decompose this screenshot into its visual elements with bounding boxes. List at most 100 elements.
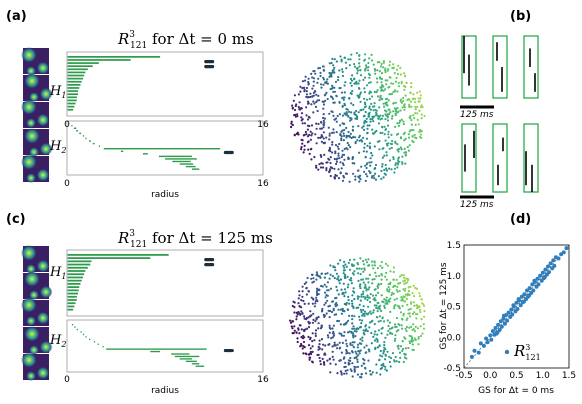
barcode-bar bbox=[82, 333, 85, 336]
cloud-point bbox=[411, 292, 414, 295]
cloud-point bbox=[337, 154, 340, 157]
barcode-bar bbox=[67, 71, 86, 74]
cloud-point bbox=[359, 338, 362, 341]
cloud-point bbox=[300, 146, 303, 149]
title-c-sub: 121 bbox=[130, 240, 147, 250]
ratemap-field bbox=[36, 259, 50, 273]
cloud-point bbox=[386, 319, 389, 322]
cloud-point bbox=[404, 74, 407, 78]
cloud-point bbox=[355, 356, 358, 359]
cloud-point bbox=[351, 294, 354, 297]
cloud-point bbox=[332, 90, 335, 93]
cloud-point bbox=[378, 106, 381, 109]
cloud-point bbox=[300, 148, 303, 151]
cloud-point bbox=[362, 150, 365, 153]
cloud-point bbox=[306, 135, 310, 138]
cloud-point bbox=[383, 154, 386, 157]
cloud-point bbox=[361, 339, 364, 342]
cloud-point bbox=[353, 341, 356, 344]
cloud-point bbox=[318, 356, 321, 360]
cloud-point bbox=[412, 323, 415, 326]
cloud-point bbox=[347, 261, 350, 264]
cloud-point bbox=[353, 356, 356, 360]
cloud-point bbox=[305, 318, 308, 321]
cloud-point bbox=[418, 308, 422, 311]
cloud-point bbox=[317, 293, 320, 296]
cloud-point bbox=[338, 332, 341, 335]
cloud-point bbox=[378, 358, 381, 361]
cloud-point bbox=[336, 145, 339, 148]
barcode-bar bbox=[85, 137, 87, 140]
cloud-point bbox=[348, 64, 351, 67]
cloud-point bbox=[369, 310, 372, 313]
cloud-point bbox=[368, 97, 371, 101]
cloud-point bbox=[366, 127, 369, 130]
cloud-point bbox=[352, 287, 355, 290]
cloud-point bbox=[342, 264, 345, 267]
cloud-point bbox=[358, 315, 361, 318]
cloud-point bbox=[408, 326, 411, 329]
cloud-point bbox=[310, 314, 313, 317]
cloud-point bbox=[290, 120, 293, 123]
cloud-point bbox=[322, 119, 325, 122]
cloud-point bbox=[368, 90, 372, 93]
cloud-point bbox=[342, 139, 345, 142]
cloud-point bbox=[356, 346, 359, 349]
cloud-point bbox=[400, 148, 403, 151]
cloud-point bbox=[366, 298, 369, 302]
scatter-point bbox=[521, 299, 526, 304]
cloud-point bbox=[379, 354, 382, 357]
scatter-point bbox=[522, 292, 527, 297]
cloud-point bbox=[342, 272, 345, 275]
cloud-point bbox=[366, 294, 369, 297]
cloud-point bbox=[322, 83, 325, 86]
cloud-point bbox=[306, 141, 309, 144]
cloud-point bbox=[311, 273, 314, 276]
cloud-point bbox=[373, 322, 376, 326]
cloud-point bbox=[331, 57, 334, 61]
cloud-point bbox=[320, 134, 323, 137]
cloud-point bbox=[298, 294, 301, 297]
cloud-point bbox=[332, 309, 335, 312]
cloud-point bbox=[358, 79, 361, 82]
cloud-point bbox=[321, 357, 324, 360]
ratemap-field bbox=[36, 366, 50, 380]
cloud-point bbox=[353, 65, 357, 68]
cloud-point bbox=[305, 95, 308, 98]
cloud-point bbox=[389, 310, 392, 313]
cloud-point bbox=[373, 260, 376, 263]
cloud-point bbox=[364, 329, 367, 332]
cloud-point bbox=[393, 360, 396, 363]
cloud-point bbox=[388, 85, 391, 88]
barcode-bar bbox=[191, 168, 200, 170]
cloud-point bbox=[332, 128, 335, 131]
cloud-point bbox=[343, 56, 346, 59]
cloud-point bbox=[368, 76, 371, 79]
cloud-point bbox=[367, 81, 371, 84]
cloud-point bbox=[313, 155, 316, 159]
barcode-a: H1 H2 0 16 0 16 radius bbox=[49, 51, 269, 200]
cloud-point bbox=[309, 148, 312, 151]
scatter-point bbox=[519, 294, 524, 299]
cloud-point bbox=[410, 119, 413, 122]
cloud-point bbox=[353, 298, 356, 301]
cloud-point bbox=[318, 163, 321, 166]
cloud-point bbox=[301, 80, 305, 83]
cloud-point bbox=[401, 304, 404, 308]
scatter-point bbox=[530, 282, 535, 287]
cloud-point bbox=[364, 53, 367, 56]
scatter-point bbox=[551, 258, 556, 263]
scatter-point bbox=[527, 293, 532, 298]
cloud-point bbox=[398, 160, 401, 163]
cloud-point bbox=[355, 330, 358, 333]
cloud-point bbox=[356, 327, 359, 330]
cloud-point bbox=[376, 310, 379, 313]
cloud-point bbox=[346, 141, 349, 145]
cloud-point bbox=[343, 96, 346, 99]
cloud-point bbox=[346, 369, 349, 372]
cloud-point bbox=[396, 290, 399, 293]
cloud-point bbox=[342, 292, 345, 295]
cloud-point bbox=[423, 315, 426, 318]
cloud-point bbox=[397, 329, 400, 332]
barcode-bar bbox=[67, 93, 79, 96]
